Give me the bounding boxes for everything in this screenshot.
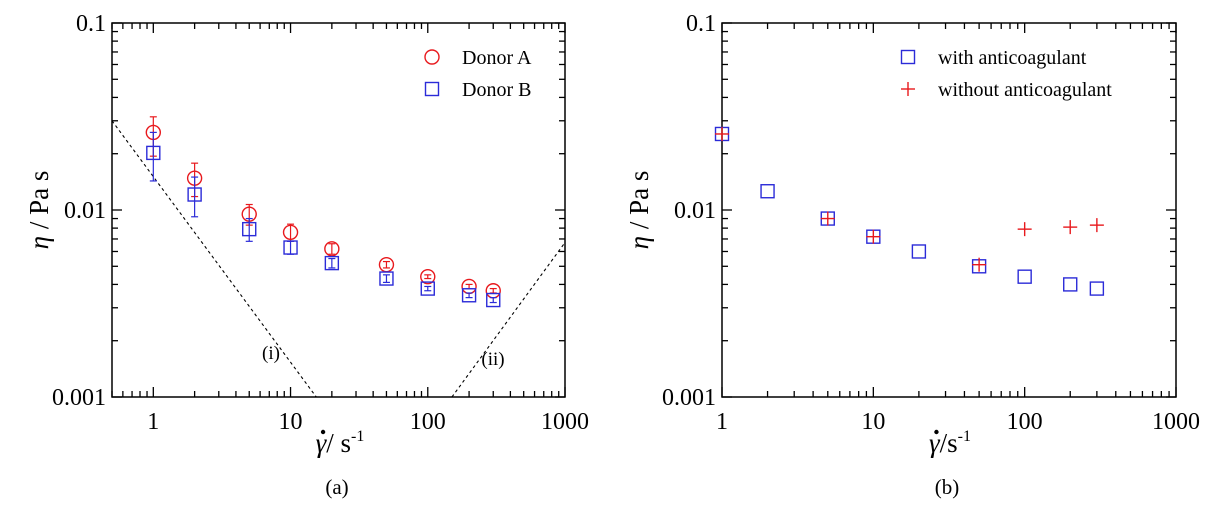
x-axis-label: γ/ s-1 [316,428,365,458]
axis-ticks [721,22,1177,398]
legend-marker [900,49,916,65]
x-tick-label: 1000 [541,409,589,435]
data-point [324,255,340,271]
series-with-anticoagulant [714,126,1105,296]
data-point [866,229,881,244]
data-point [1089,218,1104,233]
data-point [242,221,257,237]
error-bar [424,274,432,280]
x-axis-unit: /s [940,428,958,458]
x-axis-dot-accent [320,429,326,435]
legend-label: Donor B [462,79,531,101]
data-point [420,281,435,296]
x-tick-label: 10 [279,409,303,435]
y-axis-unit: / Pa s [24,171,54,236]
legend-label: with anticoagulant [938,47,1087,69]
x-axis-dot-accent [934,429,939,435]
error-bar [328,243,336,255]
error-bar [465,283,473,290]
data-point [972,257,987,272]
y-tick-label: 0.01 [674,198,716,224]
series-donor-a [145,116,501,299]
y-axis-symbol: η [24,236,54,249]
data-point [283,240,298,255]
x-tick-label: 100 [410,409,446,435]
x-axis-label: γ/s-1 [929,428,971,458]
data-point [1063,220,1078,235]
x-tick-label: 100 [1007,409,1043,435]
legend-marker [424,81,440,97]
x-axis-unit: / s [326,428,351,458]
panel-caption: (a) [325,475,348,499]
error-bar [424,285,432,292]
legend-marker [424,49,440,65]
error-bar [328,257,336,269]
data-point [760,184,775,199]
y-axis-label: η / Pa s [24,171,54,250]
x-axis-superscript: -1 [958,428,971,445]
x-axis-symbol: γ [929,428,941,458]
data-point [420,268,436,285]
annotation-label: (i) [262,343,280,364]
data-point [146,145,161,161]
error-bar [489,287,497,294]
annotation-line [451,242,565,397]
panel-b: 1 10 100 1000 0.001 0.01 0.1 η / Pa s γ/s-1 with … [624,11,1200,499]
axis-ticks [111,22,566,398]
y-tick-label: 0.1 [686,11,716,37]
error-bar [382,260,390,269]
error-bar [191,176,199,218]
data-point [486,292,501,308]
x-tick-label: 1 [147,409,159,435]
error-bar [465,292,473,299]
series-without-anticoagulant [715,126,1104,272]
y-axis-symbol: η [624,236,654,249]
x-axis-symbol: γ [316,428,328,458]
y-axis-label: η / Pa s [624,171,654,250]
series-donor-b [146,131,501,308]
annotation-line [112,120,317,397]
data-point [1017,222,1032,237]
data-point [715,126,729,141]
data-point [324,241,340,257]
x-tick-label: 1000 [1152,409,1200,435]
error-bar [489,297,497,304]
data-point [820,211,835,226]
panel-a: 1 10 100 1000 0.001 0.01 0.1 η / Pa s γ/ s-1 (i) (… [24,11,589,499]
y-tick-label: 0.01 [64,198,106,224]
y-tick-label: 0.1 [76,11,106,37]
data-point [379,271,394,286]
y-tick-label: 0.001 [52,385,106,411]
data-point [187,187,202,202]
data-point [1063,277,1078,292]
data-point [282,224,299,240]
panel-caption: (b) [935,475,960,499]
x-tick-label: 10 [861,409,885,435]
data-point [911,244,927,259]
legend-label: Donor A [462,47,532,69]
error-bar [287,240,295,255]
error-bar [382,274,390,284]
data-point [461,288,477,303]
error-bar [149,131,157,182]
data-point [1017,269,1032,284]
annotation-label: (ii) [481,349,504,370]
y-tick-label: 0.001 [662,385,716,411]
data-point [1089,281,1105,296]
y-axis-unit: / Pa s [624,171,654,236]
x-tick-label: 1 [716,409,728,435]
x-axis-superscript: -1 [351,428,364,445]
legend-marker [901,82,915,96]
legend-label: without anticoagulant [938,79,1112,101]
